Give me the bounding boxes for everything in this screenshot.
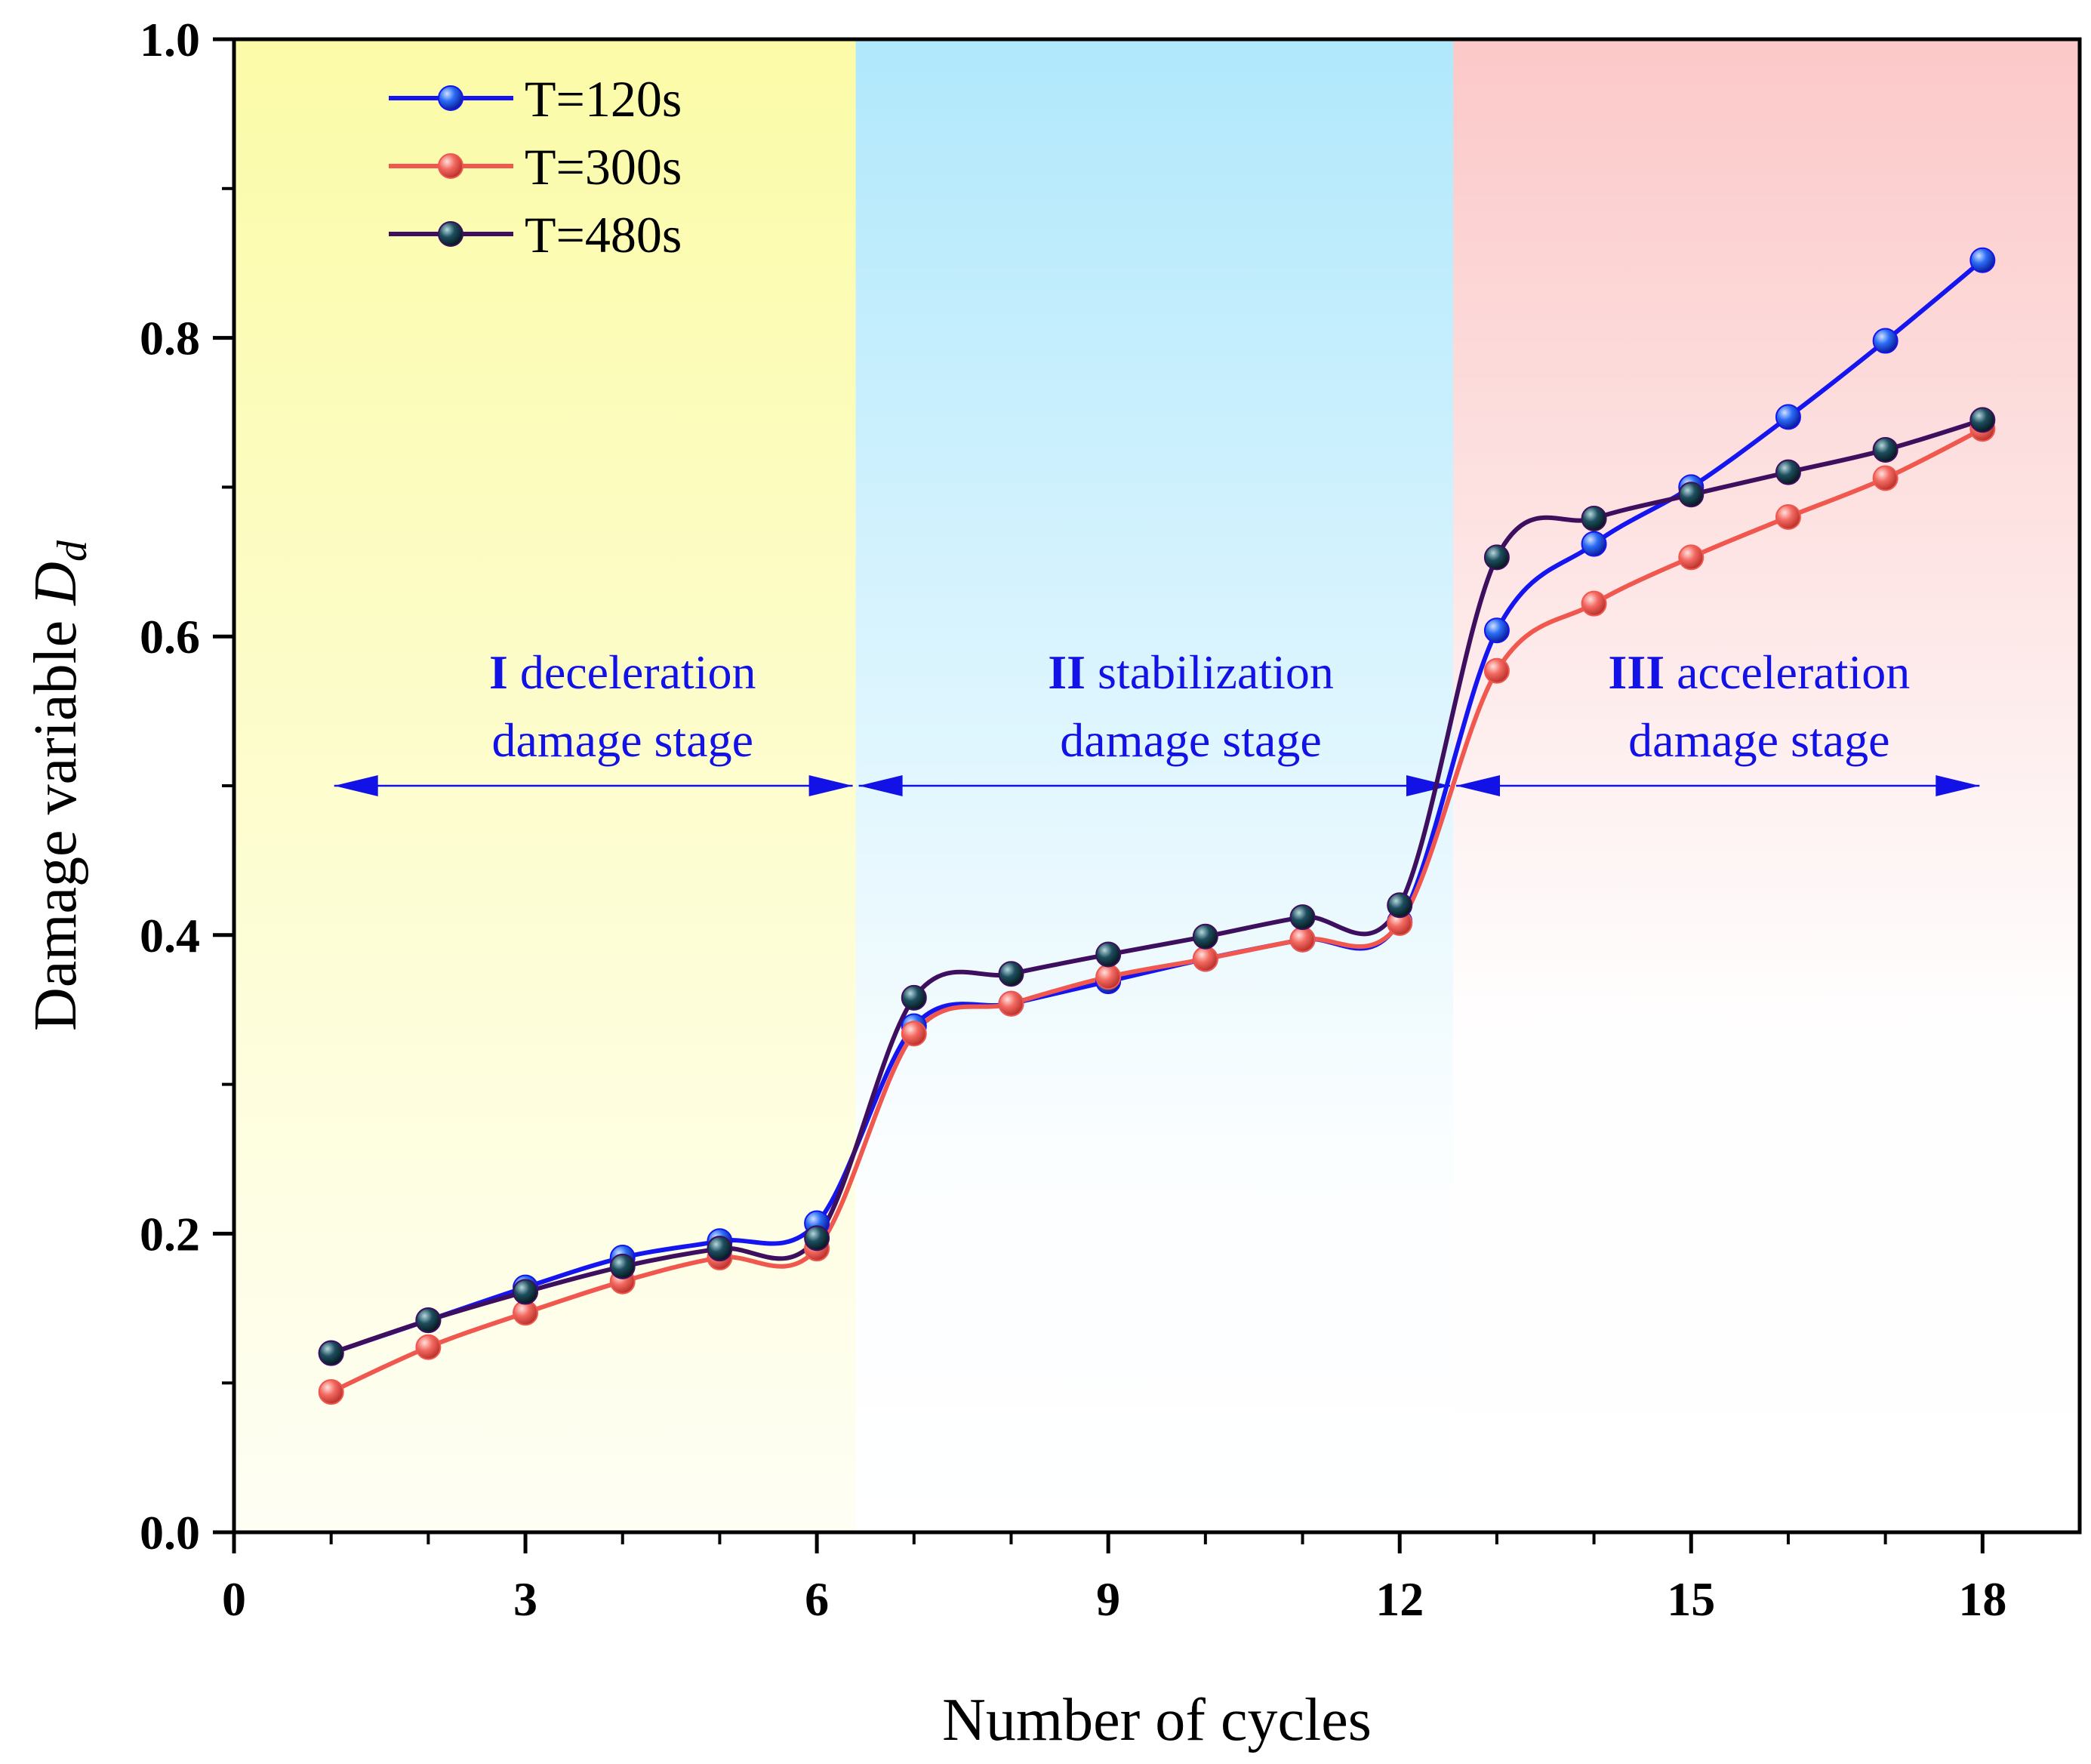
stage-word: deceleration (508, 645, 756, 699)
data-point (1483, 617, 1510, 644)
data-point (318, 1379, 344, 1405)
data-point (1483, 657, 1510, 684)
legend: T=120s T=300s T=480s (389, 70, 682, 263)
x-tick-label: 3 (513, 1572, 537, 1626)
stage-subtitle-3: damage stage (1628, 713, 1890, 767)
data-point (1289, 904, 1316, 931)
data-point (998, 990, 1024, 1017)
x-tick-label: 18 (1958, 1572, 2006, 1626)
data-point (1095, 941, 1122, 968)
data-point (1872, 465, 1899, 491)
data-point (609, 1253, 636, 1279)
y-tick-label: 0.0 (140, 1506, 200, 1559)
y-axis-title: Damage variable Dd (23, 540, 96, 1031)
data-point (415, 1334, 442, 1360)
stage-word: acceleration (1664, 645, 1910, 699)
y-axis-title-text: Damage variable (23, 605, 89, 1031)
stage-arrows (334, 775, 1980, 796)
stage-arrow-left-head-2 (858, 775, 903, 796)
stage-title-2: II stabilization (1048, 645, 1334, 699)
y-tick-label: 0.2 (140, 1207, 200, 1261)
data-point (1483, 544, 1510, 571)
y-tick-label: 1.0 (140, 13, 200, 66)
stage-subtitle-2: damage stage (1060, 713, 1322, 767)
data-point (513, 1279, 539, 1305)
data-point (1775, 404, 1801, 430)
series-markers (318, 247, 1996, 1405)
x-tick-label: 15 (1667, 1572, 1715, 1626)
stage-subtitle-1: damage stage (491, 713, 753, 767)
data-point (1581, 590, 1607, 617)
data-point (1192, 923, 1218, 950)
data-point (1678, 544, 1705, 571)
y-tick-label: 0.6 (140, 610, 200, 663)
legend-marker-3 (438, 221, 463, 247)
data-point (1775, 459, 1801, 485)
axes: 0 3 6 9 12 15 18 0.0 0.2 0.4 0.6 0.8 1.0 Number of cy… (23, 13, 2082, 1753)
data-point (1387, 892, 1413, 919)
stage-title-1: I deceleration (489, 645, 756, 699)
stage-arrow-right-head-2 (1406, 775, 1450, 796)
data-point (804, 1225, 830, 1251)
legend-marker-1 (438, 85, 463, 111)
stage-labels: I deceleration damage stage II stabilizati… (489, 645, 1910, 767)
data-point (1678, 482, 1705, 508)
y-axis-title-subscript: d (49, 540, 96, 562)
data-point (1969, 247, 1996, 273)
data-point (1969, 407, 1996, 433)
y-tick-label: 0.4 (140, 909, 200, 962)
data-point (901, 984, 927, 1011)
x-tick-label: 0 (222, 1572, 246, 1626)
x-tick-label: 12 (1375, 1572, 1424, 1626)
data-point (1581, 531, 1607, 557)
data-point (1872, 328, 1899, 354)
stage-number: I (489, 645, 508, 699)
y-tick-label: 0.8 (140, 312, 200, 365)
data-point (1289, 926, 1316, 953)
y-axis-title-symbol: D (23, 562, 89, 606)
legend-label-3: T=480s (525, 206, 682, 263)
data-point (1192, 946, 1218, 972)
data-point (901, 1021, 927, 1047)
stage-title-3: III acceleration (1608, 645, 1910, 699)
x-axis-title: Number of cycles (942, 1687, 1372, 1753)
data-point (1775, 503, 1801, 530)
legend-marker-2 (438, 153, 463, 179)
data-point (1581, 505, 1607, 531)
stage-arrow-right-head-3 (1935, 775, 1980, 796)
data-point (707, 1236, 733, 1262)
x-tick-label: 6 (805, 1572, 829, 1626)
data-point (415, 1307, 442, 1334)
stage-arrow-right-head-1 (808, 775, 853, 796)
stage-arrow-left-head-1 (334, 775, 378, 796)
stage-number: III (1608, 645, 1664, 699)
stage-arrow-left-head-3 (1455, 775, 1500, 796)
stage-number: II (1048, 645, 1086, 699)
legend-label-1: T=120s (525, 70, 682, 128)
legend-label-2: T=300s (525, 138, 682, 195)
data-point (1095, 964, 1122, 990)
data-point (998, 961, 1024, 987)
data-point (1872, 436, 1899, 463)
x-tick-label: 9 (1096, 1572, 1120, 1626)
data-point (318, 1340, 344, 1366)
stage-word: stabilization (1086, 645, 1334, 699)
